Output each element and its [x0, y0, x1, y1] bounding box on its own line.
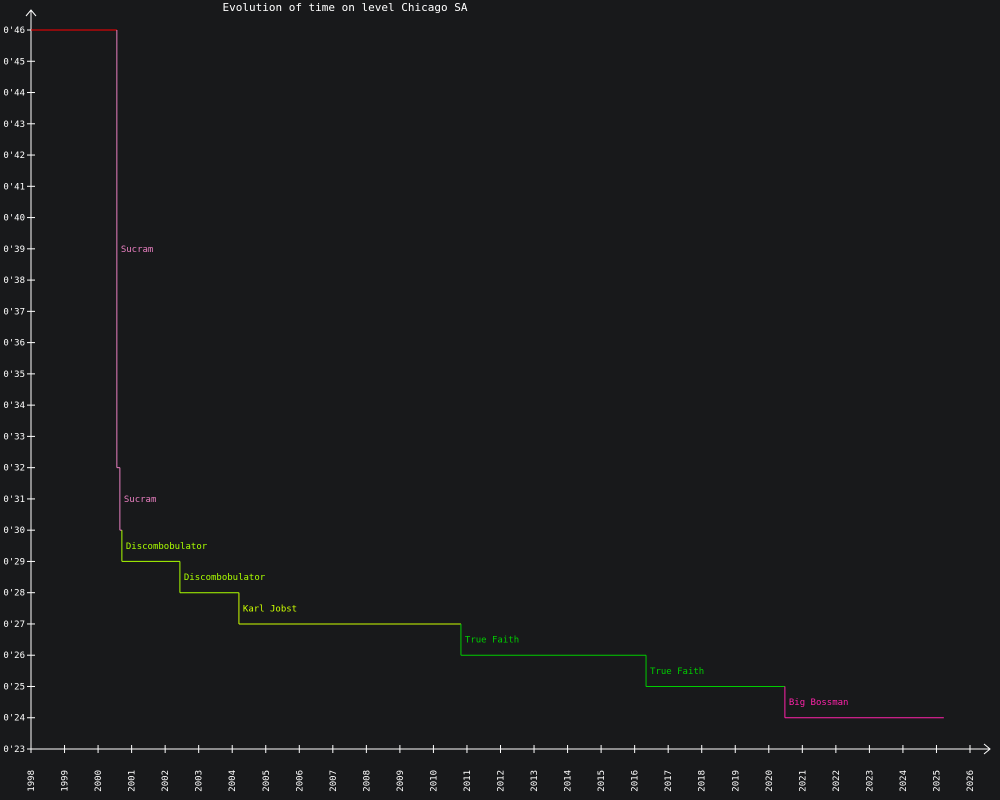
- x-tick-label: 2022: [832, 770, 842, 792]
- y-tick-label: 0'42: [3, 151, 25, 161]
- x-tick-label: 2002: [161, 770, 171, 792]
- x-tick-label: 2004: [228, 770, 238, 792]
- x-tick-label: 2010: [429, 770, 439, 792]
- y-tick-label: 0'27: [3, 620, 25, 630]
- record-holder-label: True Faith: [650, 667, 704, 677]
- y-tick-label: 0'46: [3, 26, 25, 36]
- x-tick-label: 1999: [61, 770, 71, 792]
- y-tick-label: 0'41: [3, 182, 25, 192]
- y-tick-label: 0'39: [3, 245, 25, 255]
- x-tick-label: 2001: [128, 770, 138, 792]
- record-holder-label: Sucram: [124, 495, 157, 505]
- y-axis-arrow: [25, 9, 37, 17]
- y-tick-label: 0'40: [3, 214, 25, 224]
- y-tick-label: 0'28: [3, 589, 25, 599]
- x-tick-label: 2011: [463, 770, 473, 792]
- y-tick-label: 0'37: [3, 307, 25, 317]
- x-tick-label: 2014: [564, 770, 574, 792]
- y-tick-label: 0'33: [3, 432, 25, 442]
- y-tick-label: 0'32: [3, 464, 25, 474]
- y-tick-label: 0'43: [3, 120, 25, 130]
- x-axis-arrow: [983, 743, 991, 755]
- x-tick-label: 2024: [899, 770, 909, 792]
- chart-title: Evolution of time on level Chicago SA: [222, 1, 468, 14]
- x-tick-label: 2016: [631, 770, 641, 792]
- x-tick-label: 2007: [329, 770, 339, 792]
- x-tick-label: 1998: [27, 770, 37, 792]
- record-holder-label: Big Bossman: [789, 698, 849, 708]
- y-tick-label: 0'31: [3, 495, 25, 505]
- y-tick-label: 0'25: [3, 682, 25, 692]
- y-tick-label: 0'30: [3, 526, 25, 536]
- y-tick-label: 0'23: [3, 745, 25, 755]
- x-tick-label: 2023: [865, 770, 875, 792]
- x-tick-label: 2019: [731, 770, 741, 792]
- record-holder-label: Discombobulator: [184, 573, 266, 583]
- x-tick-label: 2017: [664, 770, 674, 792]
- y-tick-label: 0'26: [3, 651, 25, 661]
- x-tick-label: 2003: [195, 770, 205, 792]
- x-tick-label: 2013: [530, 770, 540, 792]
- x-tick-label: 2008: [362, 770, 372, 792]
- record-holder-label: Karl Jobst: [243, 604, 297, 614]
- y-tick-label: 0'35: [3, 370, 25, 380]
- x-tick-label: 2018: [698, 770, 708, 792]
- y-tick-label: 0'24: [3, 714, 25, 724]
- record-holder-label: True Faith: [465, 636, 519, 646]
- y-tick-label: 0'45: [3, 57, 25, 67]
- x-tick-label: 2000: [94, 770, 104, 792]
- x-tick-label: 2021: [798, 770, 808, 792]
- x-tick-label: 2020: [765, 770, 775, 792]
- record-holder-label: Discombobulator: [126, 542, 208, 552]
- x-tick-label: 2012: [497, 770, 507, 792]
- x-tick-label: 2009: [396, 770, 406, 792]
- y-tick-label: 0'44: [3, 89, 25, 99]
- x-tick-label: 2026: [966, 770, 976, 792]
- record-holder-label: Sucram: [121, 245, 154, 255]
- x-tick-label: 2006: [295, 770, 305, 792]
- y-tick-label: 0'34: [3, 401, 25, 411]
- x-tick-label: 2005: [262, 770, 272, 792]
- y-tick-label: 0'36: [3, 339, 25, 349]
- y-tick-label: 0'29: [3, 557, 25, 567]
- x-tick-label: 2025: [932, 770, 942, 792]
- y-tick-label: 0'38: [3, 276, 25, 286]
- x-tick-label: 2015: [597, 770, 607, 792]
